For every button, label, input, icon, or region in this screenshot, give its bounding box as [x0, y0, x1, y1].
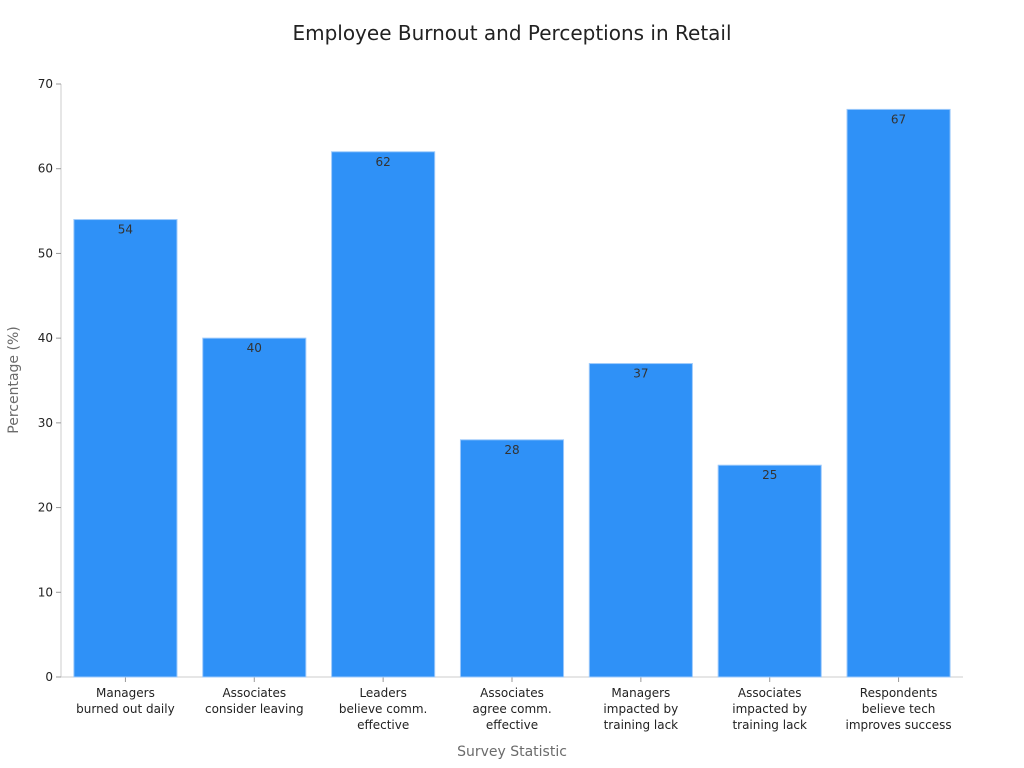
x-tick-label-line: burned out daily [76, 702, 175, 716]
x-axis-title: Survey Statistic [457, 744, 567, 760]
bar [717, 464, 822, 678]
x-tick-label-line: Managers [96, 686, 155, 700]
x-tick-label-line: impacted by [603, 702, 678, 716]
x-tick-label: Managers impacted by training lack [603, 686, 678, 732]
bar [459, 439, 565, 678]
x-tick-label: Associates agree comm. effective [472, 686, 551, 732]
y-tick-label: 20 [38, 501, 53, 515]
x-axis: Managers burned out daily Associates consid… [61, 676, 963, 732]
bar-value-label: 40 [247, 341, 262, 355]
y-tick-label: 30 [38, 416, 53, 430]
x-tick-label-line: Associates [480, 686, 544, 700]
bar [846, 108, 951, 678]
x-tick-label-line: improves success [845, 718, 951, 732]
bar-value-label: 54 [118, 223, 133, 237]
x-tick-label: Leaders believe comm. effective [339, 686, 427, 732]
x-tick-label-line: training lack [732, 718, 807, 732]
bar [588, 363, 693, 678]
bar-value-label: 67 [891, 112, 906, 126]
x-tick-label-line: Leaders [359, 686, 406, 700]
x-tick-label-line: agree comm. [472, 702, 551, 716]
x-tick-label-line: Associates [738, 686, 802, 700]
bar [331, 151, 436, 678]
x-tick-label: Associates consider leaving [205, 686, 304, 716]
x-tick-label-line: believe comm. [339, 702, 427, 716]
bar [73, 219, 178, 678]
bar-value-label: 37 [633, 367, 648, 381]
bar [202, 337, 307, 678]
y-tick-label: 10 [38, 585, 53, 599]
y-axis: 0 10 20 30 40 50 60 70 [38, 77, 62, 684]
bar-value-label: 62 [376, 155, 391, 169]
bars-group [73, 108, 951, 678]
x-tick-label-line: Managers [611, 686, 670, 700]
chart-title: Employee Burnout and Perceptions in Reta… [292, 21, 731, 45]
y-tick-label: 70 [38, 77, 53, 91]
x-tick-label: Associates impacted by training lack [732, 686, 807, 732]
x-tick-label-line: Respondents [860, 686, 938, 700]
x-tick-label-line: impacted by [732, 702, 807, 716]
x-tick-label-line: believe tech [862, 702, 936, 716]
x-tick-label: Respondents believe tech improves success [845, 686, 951, 732]
data-labels-group: 54 40 62 28 37 25 67 [118, 112, 906, 482]
x-tick-label-line: training lack [604, 718, 679, 732]
y-tick-label: 40 [38, 331, 53, 345]
bar-value-label: 28 [504, 443, 519, 457]
x-tick-label-line: effective [357, 718, 409, 732]
x-tick-label-line: effective [486, 718, 538, 732]
y-axis-title: Percentage (%) [6, 326, 22, 433]
y-tick-label: 50 [38, 246, 53, 260]
x-tick-label-line: Associates [222, 686, 286, 700]
bar-value-label: 25 [762, 468, 777, 482]
x-tick-label-line: consider leaving [205, 702, 304, 716]
y-tick-label: 0 [45, 670, 53, 684]
x-tick-label: Managers burned out daily [76, 686, 175, 716]
y-tick-label: 60 [38, 162, 53, 176]
